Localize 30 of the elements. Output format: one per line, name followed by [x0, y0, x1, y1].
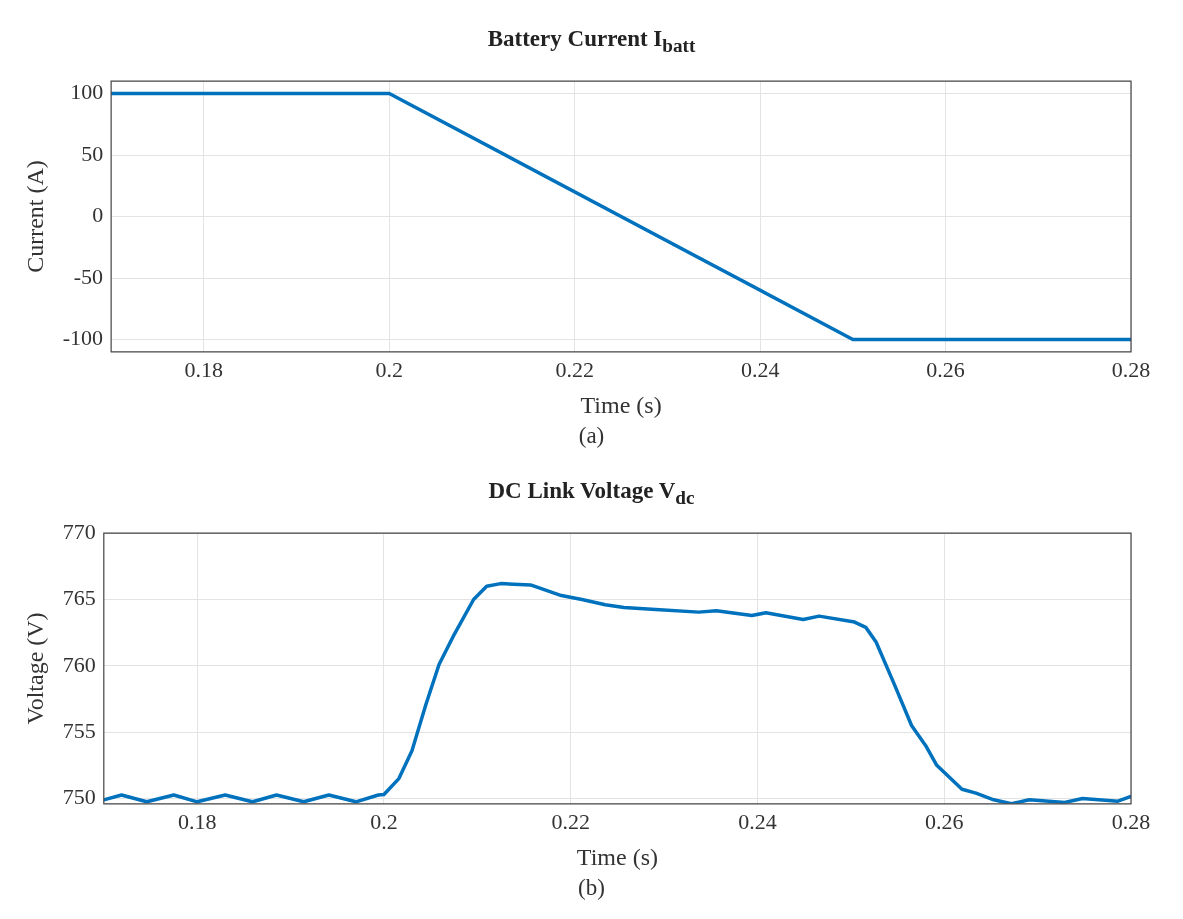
y-tick-label: -100: [62, 325, 104, 351]
y-tick-label: 50: [81, 140, 104, 166]
y-tick-label: 760: [62, 651, 96, 677]
x-tick-label: 0.28: [1111, 356, 1151, 382]
text: (b): [577, 875, 606, 901]
x-tick-label: 0.24: [738, 808, 777, 834]
x-tick-label: 0.18: [184, 356, 224, 382]
y-axis-title: Voltage (V): [21, 612, 48, 725]
chart-title: DC Link Voltage V$_{dc}$: [487, 478, 696, 509]
y-axis-title: Current (A): [21, 160, 48, 273]
y-tick-label: 0: [92, 202, 104, 228]
chart-title: Battery Current I$_{batt}$: [486, 26, 697, 57]
y-tick-label: -50: [73, 263, 104, 289]
x-tick-label: 0.2: [375, 356, 404, 382]
x-tick-label: 0.2: [370, 808, 398, 834]
x-tick-label: 0.22: [555, 356, 594, 382]
text: (a): [577, 423, 606, 449]
x-tick-label: 0.22: [551, 808, 590, 834]
x-tick-label: 0.26: [924, 808, 964, 834]
x-tick-label: 0.26: [926, 356, 965, 382]
x-axis-title: Time (s): [576, 843, 658, 870]
x-axis-title: Time (s): [580, 391, 662, 418]
y-tick-label: 770: [62, 518, 96, 544]
x-tick-label: 0.18: [177, 808, 217, 834]
y-tick-label: 750: [62, 784, 96, 810]
x-tick-label: 0.28: [1111, 808, 1151, 834]
y-tick-label: 765: [62, 585, 96, 611]
y-tick-label: 100: [70, 79, 104, 105]
y-tick-label: 755: [62, 717, 96, 743]
x-tick-label: 0.24: [740, 356, 780, 382]
